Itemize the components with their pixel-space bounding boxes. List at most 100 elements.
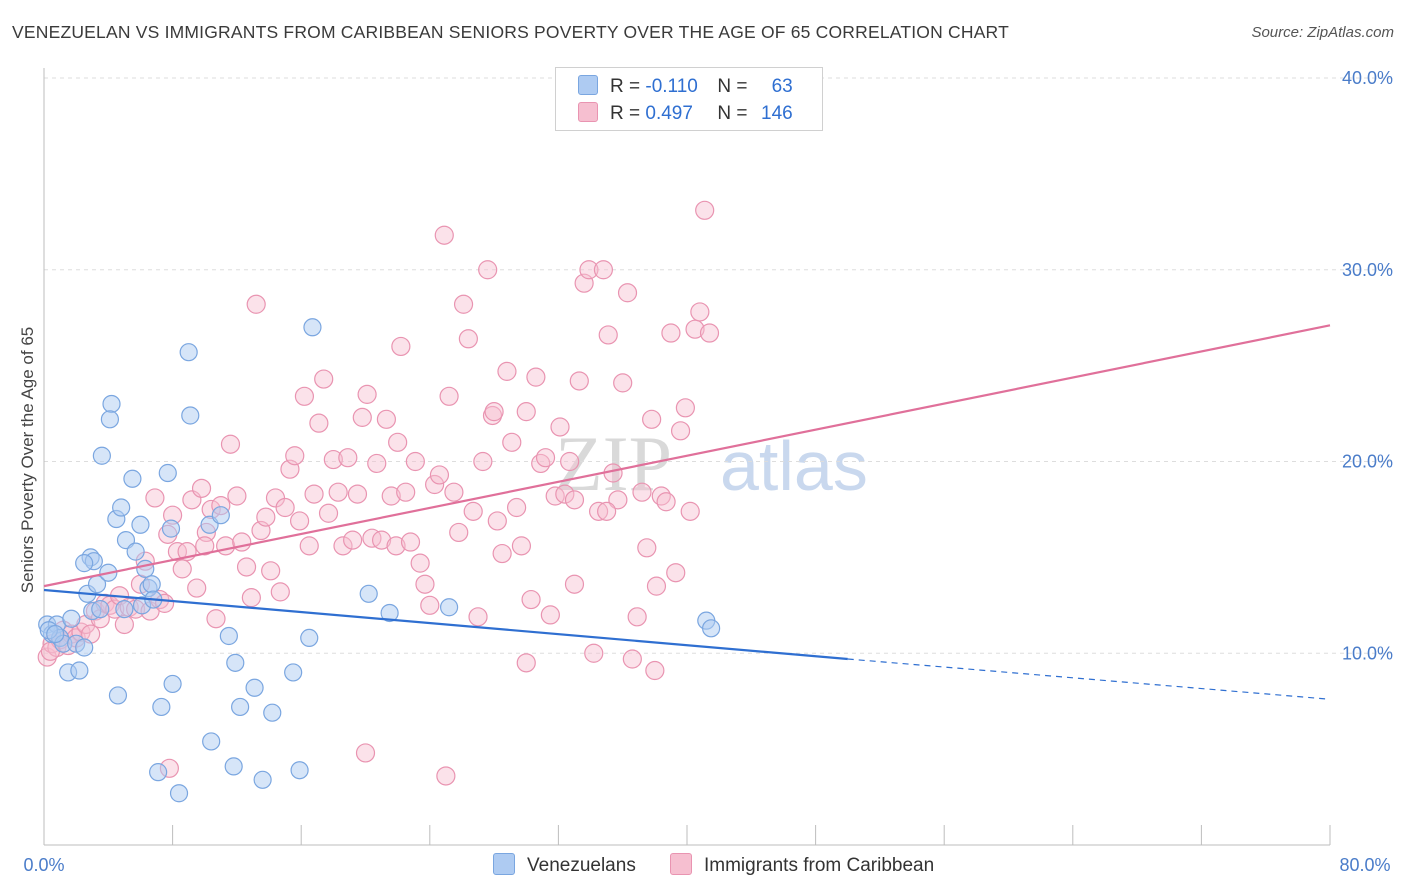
caribbean-point (463, 501, 483, 521)
caribbean-point (670, 421, 691, 441)
legend-row-caribbean: R = 0.497 N = 146 (578, 102, 793, 126)
venezuelan-point (108, 686, 128, 705)
source-label: Source: ZipAtlas.com (1251, 24, 1394, 41)
caribbean-point (195, 536, 215, 556)
venezuelan-point (245, 678, 264, 697)
venezuelan-trend-extension (847, 658, 1331, 700)
venezuelan-point (179, 343, 198, 362)
venezuelan-point (161, 519, 181, 538)
caribbean-point (487, 511, 507, 531)
caribbean-point (617, 283, 638, 303)
caribbean-point (458, 329, 478, 349)
caribbean-point (564, 490, 585, 510)
venezuelan-point (123, 469, 142, 488)
caribbean-point (545, 486, 565, 506)
tick-labels: 10.0% 20.0% 30.0% 40.0% 0.0% 80.0% (23, 68, 1393, 875)
venezuelan-point (142, 575, 161, 594)
caribbean-point (309, 413, 329, 433)
caribbean-point (410, 553, 430, 573)
caribbean-point (275, 497, 295, 518)
venezuelan-point (226, 653, 245, 672)
caribbean-point (367, 453, 387, 474)
caribbean-point (642, 409, 662, 429)
venezuelan-point (91, 600, 110, 619)
caribbean-point (478, 260, 498, 280)
caribbean-point (429, 465, 450, 485)
caribbean-point (285, 446, 305, 466)
caribbean-point (304, 484, 324, 504)
caribbean-point (362, 528, 382, 548)
caribbean-point (216, 536, 236, 556)
venezuelan-point (92, 446, 111, 465)
legend-n-label: N = (717, 76, 753, 97)
legend-r-label: R = (610, 103, 646, 124)
caribbean-point (294, 386, 315, 406)
legend-swatch-blue (578, 75, 598, 95)
venezuelan-point (202, 732, 221, 751)
legend-row-venezuelans: R = -0.110 N = 63 (578, 75, 793, 99)
caribbean-point (191, 478, 212, 498)
caribbean-point (347, 484, 368, 504)
caribbean-point (227, 486, 247, 506)
caribbean-point (569, 371, 589, 391)
venezuelan-point (231, 697, 250, 717)
legend-r-value: -0.110 (645, 76, 698, 97)
caribbean-point (420, 595, 440, 615)
venezuelan-point (149, 763, 168, 782)
caribbean-point (236, 557, 257, 577)
caribbean-point (371, 530, 392, 550)
x-tick-label: 0.0% (23, 855, 64, 875)
series-label-venezuelans: Venezuelans (527, 855, 636, 876)
caribbean-point (318, 503, 339, 523)
y-tick-label: 20.0% (1342, 452, 1393, 472)
caribbean-point (579, 260, 599, 280)
caribbean-point (241, 588, 261, 608)
caribbean-point (172, 559, 192, 579)
trend-lines (43, 324, 1331, 700)
caribbean-point (516, 402, 536, 422)
venezuelan-point (224, 757, 243, 776)
venezuelan-point (163, 674, 182, 694)
caribbean-point (396, 482, 416, 502)
caribbean-point (516, 653, 536, 673)
venezuelan-point (303, 318, 322, 337)
caribbean-point (622, 649, 642, 669)
y-tick-label: 30.0% (1342, 260, 1393, 280)
caribbean-point (436, 766, 456, 786)
caribbean-point (695, 200, 715, 220)
caribbean-point (550, 417, 570, 437)
caribbean-point (343, 530, 363, 550)
caribbean-point (675, 398, 695, 418)
caribbean-point (333, 536, 353, 556)
axes (43, 68, 1331, 846)
caribbean-point (502, 432, 522, 452)
caribbean-trend-line (43, 324, 1331, 588)
venezuelan-point (158, 463, 177, 483)
caribbean-point (521, 589, 541, 610)
caribbean-point (608, 490, 628, 510)
venezuelan-point (290, 761, 309, 780)
caribbean-point (526, 367, 546, 387)
caribbean-point (187, 578, 207, 598)
caribbean-point (246, 294, 266, 314)
caribbean-point (593, 260, 614, 280)
caribbean-point (560, 451, 580, 472)
caribbean-point (507, 497, 527, 518)
caribbean-point (584, 643, 604, 663)
caribbean-point (444, 482, 464, 502)
caribbean-point (453, 294, 474, 314)
venezuelan-point (211, 506, 230, 525)
caribbean-point (357, 384, 377, 404)
series-legend: Venezuelans Immigrants from Caribbean (0, 853, 1406, 877)
caribbean-point (666, 563, 686, 583)
caribbean-point (473, 451, 493, 472)
venezuelan-point (380, 603, 399, 623)
caribbean-point (656, 492, 676, 512)
caribbean-point (355, 743, 376, 763)
caribbean-point (256, 507, 276, 527)
caribbean-point (497, 361, 517, 381)
caribbean-point (613, 373, 633, 393)
caribbean-point (391, 336, 411, 357)
x-tick-label: 80.0% (1339, 855, 1390, 875)
